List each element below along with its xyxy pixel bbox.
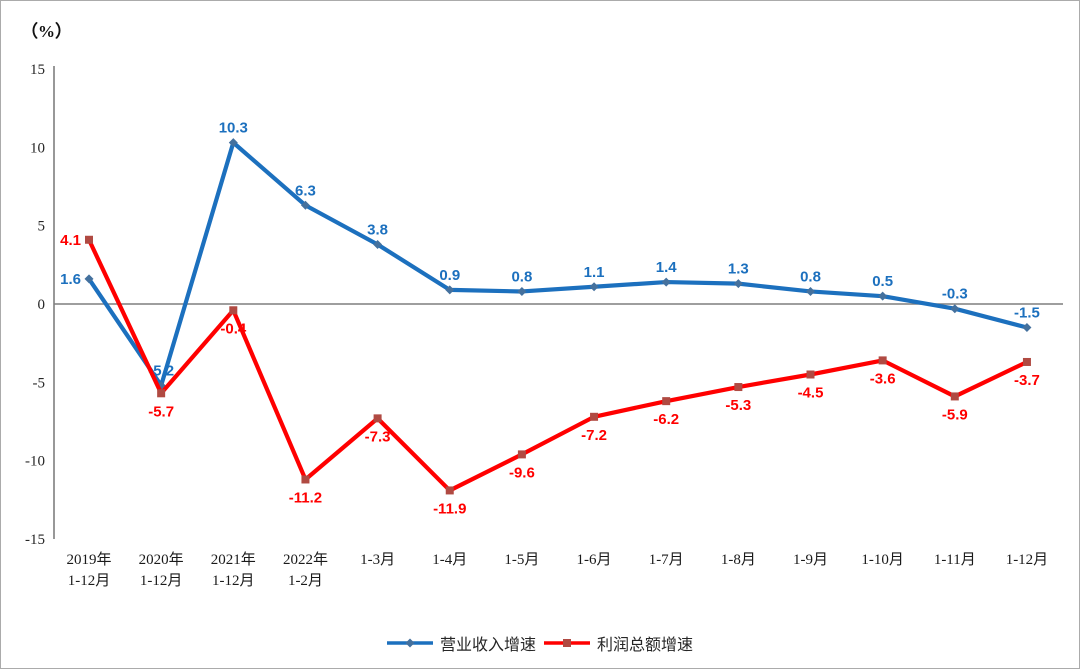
x-category-label: 1-4月 <box>432 552 467 568</box>
data-point-marker <box>878 356 887 365</box>
y-tick-label: 5 <box>38 219 46 235</box>
chart-legend: 营业收入增速 利润总额增速 <box>1 631 1079 655</box>
x-category-label: 1-2月 <box>288 573 323 589</box>
x-category-label: 1-12月 <box>68 573 111 589</box>
data-label: -5.3 <box>725 397 751 414</box>
legend-label: 营业收入增速 <box>439 637 536 654</box>
data-point-marker <box>300 200 310 210</box>
data-point-marker <box>662 397 671 406</box>
data-point-marker <box>301 475 310 484</box>
y-tick-label: 0 <box>38 297 46 313</box>
data-label: -7.3 <box>365 428 391 445</box>
data-point-marker <box>445 285 455 295</box>
y-axis-unit-label: （%） <box>21 22 72 41</box>
data-point-marker <box>589 282 599 292</box>
data-label: 1.1 <box>584 264 605 281</box>
data-point-marker <box>733 279 743 289</box>
y-tick-label: 15 <box>30 62 45 78</box>
data-label: -5.7 <box>148 403 174 420</box>
x-category-label: 1-11月 <box>934 552 976 568</box>
x-category-label: 1-9月 <box>793 552 828 568</box>
data-label: 6.3 <box>295 182 316 199</box>
data-label: -11.9 <box>433 500 466 517</box>
x-category-label: 2019年 <box>66 551 111 568</box>
data-point-marker <box>806 286 815 296</box>
y-tick-label: -15 <box>25 532 45 548</box>
y-tick-label: -5 <box>33 375 46 391</box>
data-label: 3.8 <box>367 221 388 238</box>
data-point-marker <box>373 239 383 249</box>
legend-item-1: 利润总额增速 <box>544 631 693 655</box>
x-category-label: 2022年 <box>283 551 328 568</box>
data-label: -0.3 <box>942 286 968 303</box>
series-line-0 <box>86 140 1030 388</box>
data-point-marker <box>661 277 671 287</box>
x-category-label: 2021年 <box>211 551 256 568</box>
data-point-marker <box>517 450 526 459</box>
data-label: -11.2 <box>289 489 322 506</box>
x-category-label: 1-12月 <box>140 573 183 589</box>
data-point-marker <box>950 304 960 314</box>
data-label: 10.3 <box>219 120 248 137</box>
data-label: 4.1 <box>60 232 81 249</box>
data-point-marker <box>84 274 94 284</box>
data-label: 1.4 <box>656 259 678 276</box>
data-label: -3.7 <box>1014 372 1040 389</box>
data-point-marker <box>950 392 959 401</box>
x-category-label: 1-10月 <box>861 552 904 568</box>
data-point-marker <box>373 414 382 423</box>
data-point-marker <box>590 412 599 421</box>
data-label: -1.5 <box>1014 305 1040 322</box>
data-label: 0.8 <box>800 268 821 285</box>
data-label: -9.6 <box>509 464 535 481</box>
legend-swatch-line-square-icon <box>544 639 590 647</box>
x-category-label: 1-3月 <box>360 552 395 568</box>
legend-swatch-line-diamond-icon <box>386 638 433 648</box>
data-point-marker <box>806 370 815 379</box>
data-label: -0.4 <box>220 320 247 337</box>
data-label: -7.2 <box>581 427 607 444</box>
data-point-marker <box>517 286 527 296</box>
data-label: 0.9 <box>439 267 460 284</box>
x-category-label: 1-7月 <box>649 552 684 568</box>
data-label: 0.5 <box>872 273 893 290</box>
x-category-label: 1-12月 <box>212 573 255 589</box>
data-label: -4.5 <box>798 385 824 402</box>
data-label: -3.6 <box>870 370 896 387</box>
data-point-marker <box>734 383 743 392</box>
x-category-label: 1-6月 <box>577 552 612 568</box>
legend-item-0: 营业收入增速 <box>386 631 536 655</box>
x-category-label: 1-5月 <box>504 552 539 568</box>
x-category-label: 1-8月 <box>721 552 756 568</box>
data-label: 0.8 <box>511 268 532 285</box>
y-tick-label: -10 <box>25 454 45 470</box>
legend-label: 利润总额增速 <box>597 637 694 654</box>
x-category-label: 2020年 <box>139 551 184 568</box>
data-point-marker <box>878 291 888 301</box>
series-line-1 <box>86 237 1030 493</box>
data-point-marker <box>228 138 238 148</box>
data-label: -5.9 <box>942 406 968 423</box>
data-label: -6.2 <box>653 411 679 428</box>
data-point-marker <box>85 235 93 244</box>
data-point-marker <box>229 306 238 315</box>
x-category-label: 1-12月 <box>1006 552 1049 568</box>
data-label: 1.6 <box>60 271 81 288</box>
y-tick-label: 10 <box>30 140 45 156</box>
data-point-marker <box>1022 323 1032 333</box>
data-point-marker <box>445 486 454 495</box>
data-point-marker <box>1022 357 1031 366</box>
data-label: 1.3 <box>728 261 749 278</box>
data-point-marker <box>157 389 166 398</box>
